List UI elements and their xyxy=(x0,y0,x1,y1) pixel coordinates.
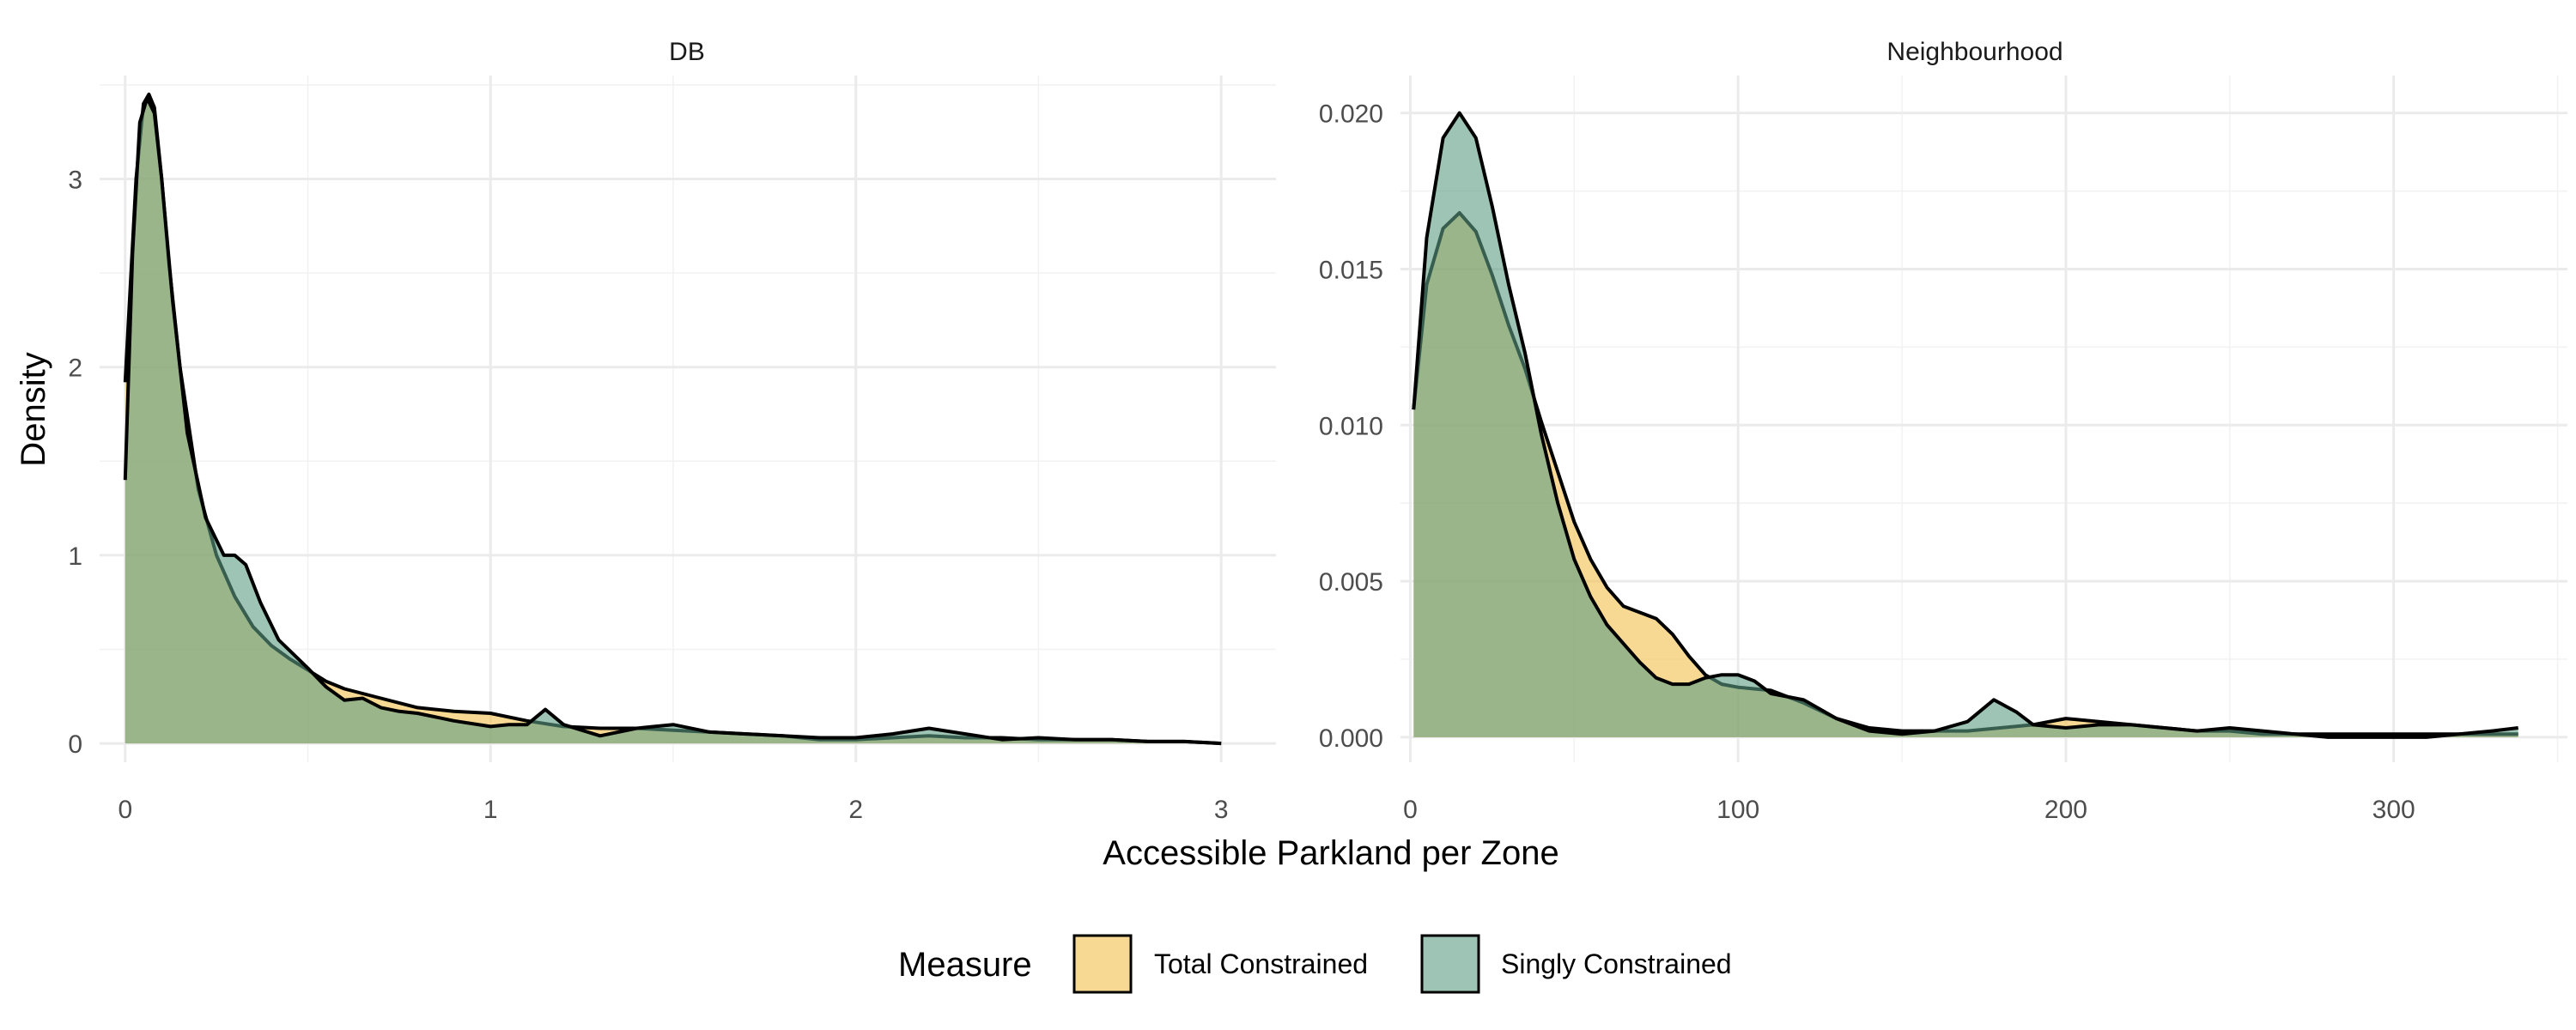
y-axis-title: Density xyxy=(15,352,52,466)
panel-neighbourhood-x-ticks: 0 100 200 300 xyxy=(1403,796,2415,824)
neighbourhood-line-singly-constrained xyxy=(1412,111,2518,739)
legend-label-total-constrained: Total Constrained xyxy=(1154,948,1368,979)
panel-neighbourhood-areas xyxy=(1412,111,2518,739)
db-y-tick-label-2: 2 xyxy=(68,354,82,383)
db-y-tick-label-3: 3 xyxy=(68,167,82,195)
db-y-tick-label-0: 0 xyxy=(68,730,82,759)
panel-neighbourhood-y-ticks: 0.000 0.005 0.010 0.015 0.020 xyxy=(1319,100,1383,753)
db-x-tick-label-1: 1 xyxy=(483,796,498,824)
legend-title: Measure xyxy=(898,946,1032,984)
legend-swatch-singly-constrained xyxy=(1420,934,1480,994)
db-area-singly-constrained xyxy=(125,98,1222,744)
panel-neighbourhood-title: Neighbourhood xyxy=(1886,38,2063,66)
neighbourhood-x-tick-label-2: 200 xyxy=(2044,796,2087,824)
panel-db-title: DB xyxy=(669,38,705,66)
neighbourhood-y-tick-label-1: 0.005 xyxy=(1319,568,1383,597)
panel-db-y-ticks: 0 1 2 3 xyxy=(68,167,82,760)
neighbourhood-y-tick-label-3: 0.015 xyxy=(1319,256,1383,284)
panel-db-grid xyxy=(100,76,1276,762)
neighbourhood-x-tick-label-3: 300 xyxy=(2372,796,2415,824)
db-x-tick-label-3: 3 xyxy=(1214,796,1229,824)
db-x-tick-label-0: 0 xyxy=(118,796,132,824)
neighbourhood-y-tick-label-4: 0.020 xyxy=(1319,100,1383,129)
neighbourhood-x-tick-label-1: 100 xyxy=(1716,796,1759,824)
neighbourhood-y-tick-label-2: 0.010 xyxy=(1319,412,1383,440)
legend: Measure Total Constrained Singly Constra… xyxy=(898,934,1732,994)
legend-swatch-total-constrained xyxy=(1072,934,1133,994)
neighbourhood-y-tick-label-0: 0.000 xyxy=(1319,724,1383,753)
legend-label-singly-constrained: Singly Constrained xyxy=(1501,948,1732,979)
db-x-tick-label-2: 2 xyxy=(848,796,863,824)
panel-db-x-ticks: 0 1 2 3 xyxy=(118,796,1228,824)
db-y-tick-label-1: 1 xyxy=(68,542,82,571)
x-axis-title: Accessible Parkland per Zone xyxy=(1103,834,1558,872)
neighbourhood-x-tick-label-0: 0 xyxy=(1403,796,1418,824)
neighbourhood-area-singly-constrained xyxy=(1413,112,2518,737)
panel-db-areas xyxy=(123,92,1222,746)
panel-neighbourhood: Neighbourhood 0 100 200 300 0.000 0.005 0.010… xyxy=(1319,38,2567,824)
db-line-singly-constrained xyxy=(123,96,1222,746)
panel-db: DB 0 1 2 3 0 1 2 3 xyxy=(68,38,1276,824)
